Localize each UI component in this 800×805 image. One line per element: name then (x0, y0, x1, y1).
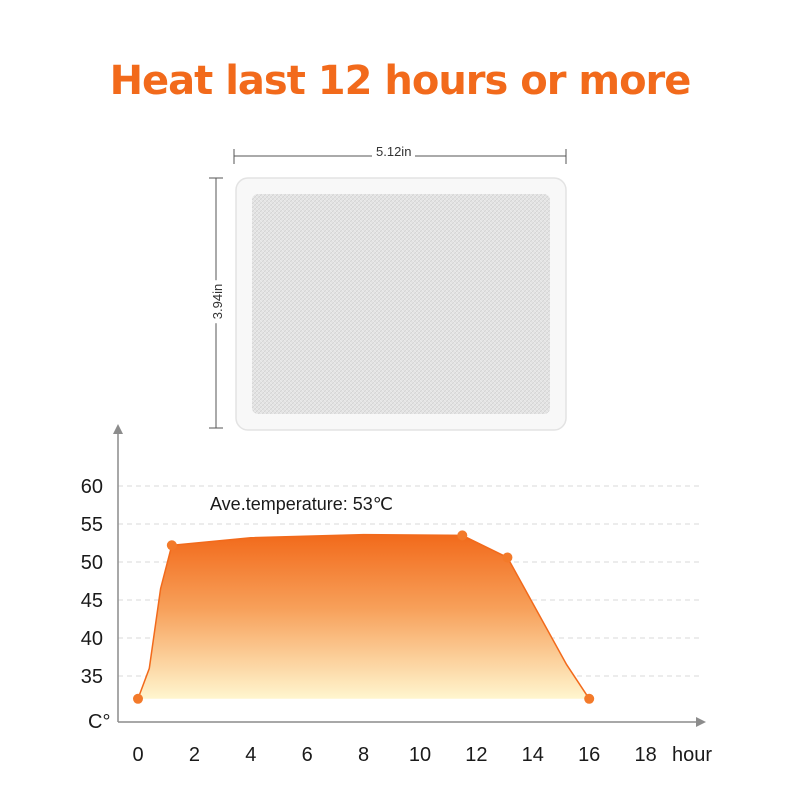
average-temperature-annotation: Ave.temperature: 53℃ (210, 494, 393, 514)
temperature-area (138, 534, 590, 699)
data-point-1 (166, 540, 177, 551)
y-axis-label: C° (88, 711, 110, 733)
x-tick-16: 16 (578, 744, 600, 766)
headline: Heat last 12 hours or more (109, 58, 692, 104)
y-tick-labels: 35 40 45 50 55 60 (81, 476, 103, 688)
x-tick-labels: 0 2 4 6 8 10 12 14 16 18 (132, 744, 656, 766)
temperature-line (137, 533, 590, 700)
y-tick-35: 35 (81, 666, 103, 688)
x-tick-8: 8 (358, 744, 369, 766)
x-tick-14: 14 (522, 744, 544, 766)
axes (113, 424, 706, 727)
data-markers (133, 530, 595, 704)
y-tick-40: 40 (81, 628, 103, 650)
y-tick-45: 45 (81, 590, 103, 612)
x-tick-4: 4 (245, 744, 256, 766)
data-point-0 (133, 693, 143, 704)
data-point-4 (584, 693, 595, 704)
data-point-2 (457, 530, 468, 541)
y-tick-60: 60 (81, 476, 103, 498)
pad-heating-area (252, 194, 550, 414)
x-tick-10: 10 (409, 744, 431, 766)
x-tick-18: 18 (634, 744, 656, 766)
x-tick-6: 6 (302, 744, 313, 766)
y-tick-55: 55 (81, 514, 103, 536)
y-tick-50: 50 (81, 552, 103, 574)
x-tick-12: 12 (465, 744, 487, 766)
data-point-3 (502, 552, 513, 563)
x-tick-0: 0 (132, 744, 143, 766)
y-axis-arrow-icon (113, 424, 123, 434)
x-axis-arrow-icon (696, 717, 706, 727)
x-axis-label: hour (672, 744, 712, 766)
x-tick-2: 2 (189, 744, 200, 766)
area-series (137, 533, 590, 700)
width-label: 5.12in (372, 144, 416, 159)
